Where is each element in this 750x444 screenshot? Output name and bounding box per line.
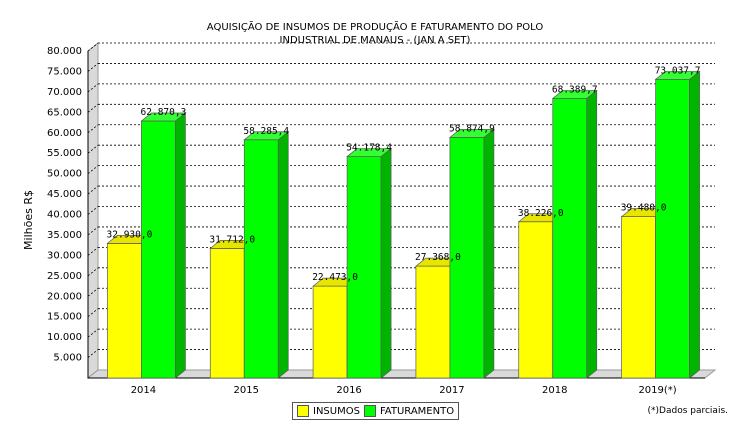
chart-title: AQUISIÇÃO DE INSUMOS DE PRODUÇÃO E FATUR… [207, 20, 544, 46]
axes: 5.000 10.000 15.000 20.000 25.000 30.000 35.00… [47, 42, 715, 396]
bar-side-faturamento-2018 [586, 89, 598, 379]
legend-swatch-faturamento [363, 405, 376, 417]
y-tick-label: 70.000 [47, 87, 82, 98]
y-tick-label: 10.000 [47, 332, 82, 343]
x-tick-label: 2019(*) [638, 385, 676, 396]
y-tick-label: 20.000 [47, 291, 82, 302]
y-tick-label: 40.000 [47, 210, 82, 221]
legend-label-faturamento: FATURAMENTO [379, 405, 455, 417]
data-label-insumos-2019(*): 39.480,0 [621, 203, 667, 214]
x-tick-label: 2016 [336, 385, 361, 396]
bar-insumos-2017 [415, 265, 451, 379]
data-label-insumos-2015: 31.712,0 [209, 234, 255, 245]
bar-faturamento-2017 [449, 136, 485, 379]
legend-swatch-insumos [297, 405, 309, 417]
x-tick-label: 2014 [131, 385, 156, 396]
bar-faturamento-2014 [141, 120, 176, 379]
data-label-faturamento-2017: 58.874,9 [449, 123, 495, 134]
bar-faturamento-2015 [243, 139, 279, 379]
data-label-insumos-2014: 32.930,0 [107, 229, 153, 240]
chart-title-line: INDUSTRIAL DE MANAUS - (JAN A SET) [280, 35, 471, 46]
bar-side-faturamento-2016 [380, 147, 392, 379]
data-label-faturamento-2019(*): 73.037,7 [655, 65, 701, 76]
bar-side-faturamento-2017 [483, 128, 495, 379]
y-tick-label: 75.000 [47, 66, 82, 77]
x-tick-label: 2015 [234, 385, 259, 396]
footnote: (*)Dados parciais. [647, 406, 728, 416]
side-wall [87, 41, 99, 380]
data-label-faturamento-2014: 62.870,3 [141, 107, 187, 118]
bar-top-faturamento-2018 [551, 90, 598, 99]
x-tick-label: 2017 [439, 385, 464, 396]
bar-top-faturamento-2014 [140, 112, 187, 122]
y-tick-label: 60.000 [47, 128, 82, 139]
y-tick-label: 5.000 [53, 353, 82, 364]
y-tick-label: 55.000 [47, 148, 82, 159]
y-tick-label: 50.000 [47, 169, 82, 180]
bar-insumos-2015 [209, 248, 245, 379]
data-label-insumos-2016: 22.473,0 [312, 272, 358, 283]
bar-insumos-2016 [312, 285, 348, 379]
y-tick-label: 65.000 [47, 107, 82, 118]
data-labels: 32.930,0 62.870,3 31.712,0 58.285,4 22.473,0… [107, 65, 701, 283]
bar-insumos-2019(*) [621, 216, 656, 379]
y-tick-label: 80.000 [47, 46, 82, 57]
y-axis-label: Milhões R$ [22, 190, 35, 250]
bar-insumos-2018 [518, 221, 554, 379]
y-tick-label: 35.000 [47, 230, 82, 241]
bar-side-faturamento-2015 [277, 131, 289, 379]
bar-top-faturamento-2017 [448, 128, 495, 138]
data-label-faturamento-2018: 68.389,7 [552, 84, 598, 95]
data-label-faturamento-2016: 54.178,4 [346, 143, 392, 154]
bars [106, 70, 701, 379]
data-label-insumos-2018: 38.226,0 [518, 208, 564, 219]
legend-label-insumos: INSUMOS [313, 405, 360, 417]
data-label-insumos-2017: 27.368,0 [415, 252, 461, 263]
bar-insumos-2014 [107, 243, 142, 379]
y-tick-label: 25.000 [47, 271, 82, 282]
bar-faturamento-2018 [552, 98, 588, 379]
y-tick-label: 45.000 [47, 189, 82, 200]
y-tick-label: 15.000 [47, 312, 82, 323]
y-tick-label: 30.000 [47, 250, 82, 261]
bar-side-faturamento-2019(*) [689, 70, 700, 379]
data-label-faturamento-2015: 58.285,4 [243, 126, 289, 137]
bar-top-faturamento-2015 [243, 131, 290, 141]
bar-top-faturamento-2016 [346, 148, 393, 157]
bar-side-faturamento-2014 [175, 112, 186, 379]
x-tick-label: 2018 [542, 385, 567, 396]
chart-title-line: AQUISIÇÃO DE INSUMOS DE PRODUÇÃO E FATUR… [207, 20, 544, 33]
bar-top-faturamento-2019(*) [654, 71, 701, 80]
bar-faturamento-2016 [346, 156, 382, 379]
legend: INSUMOS FATURAMENTO [292, 402, 460, 420]
bar-faturamento-2019(*) [655, 79, 690, 379]
